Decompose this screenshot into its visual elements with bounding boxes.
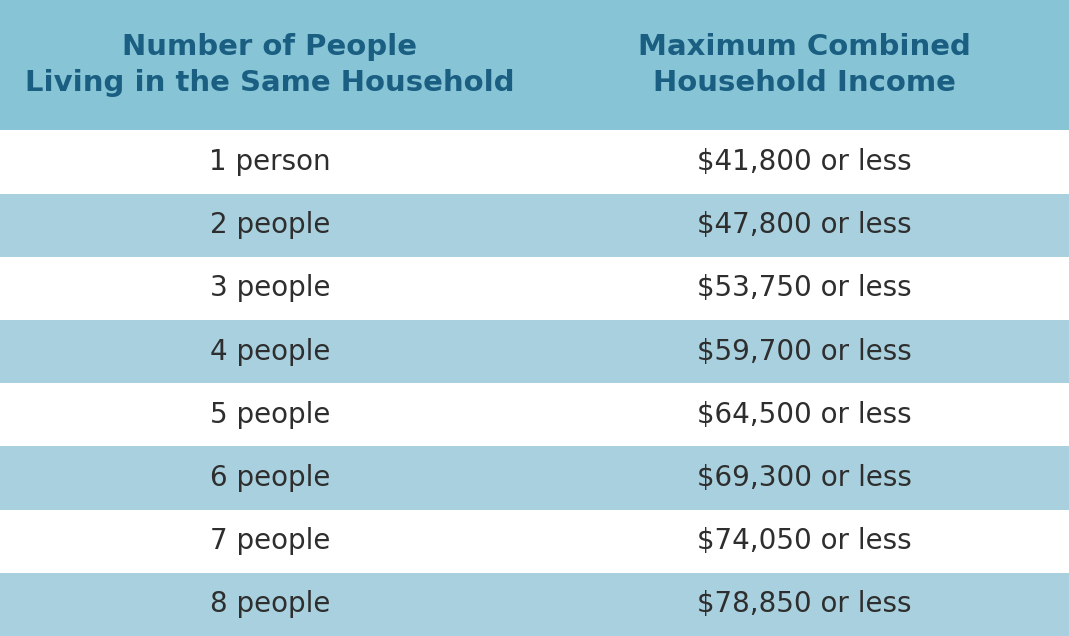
Text: 5 people: 5 people xyxy=(210,401,330,429)
Text: $64,500 or less: $64,500 or less xyxy=(697,401,912,429)
Bar xyxy=(0,130,1069,193)
Bar xyxy=(0,0,1069,130)
Text: $41,800 or less: $41,800 or less xyxy=(697,148,912,176)
Text: 4 people: 4 people xyxy=(210,338,330,366)
Text: $69,300 or less: $69,300 or less xyxy=(697,464,912,492)
Bar xyxy=(0,446,1069,509)
Bar xyxy=(0,193,1069,257)
Bar xyxy=(0,509,1069,573)
Text: 6 people: 6 people xyxy=(210,464,330,492)
Bar xyxy=(0,383,1069,446)
Text: $53,750 or less: $53,750 or less xyxy=(697,274,912,302)
Text: $78,850 or less: $78,850 or less xyxy=(697,590,912,618)
Text: Number of People
Living in the Same Household: Number of People Living in the Same Hous… xyxy=(25,33,515,97)
Text: 1 person: 1 person xyxy=(210,148,330,176)
Text: $59,700 or less: $59,700 or less xyxy=(697,338,912,366)
Text: Maximum Combined
Household Income: Maximum Combined Household Income xyxy=(638,33,971,97)
Bar xyxy=(0,257,1069,320)
Text: 8 people: 8 people xyxy=(210,590,330,618)
Bar xyxy=(0,320,1069,383)
Bar xyxy=(0,573,1069,636)
Text: 7 people: 7 people xyxy=(210,527,330,555)
Text: 3 people: 3 people xyxy=(210,274,330,302)
Text: $47,800 or less: $47,800 or less xyxy=(697,211,912,239)
Text: 2 people: 2 people xyxy=(210,211,330,239)
Text: $74,050 or less: $74,050 or less xyxy=(697,527,912,555)
